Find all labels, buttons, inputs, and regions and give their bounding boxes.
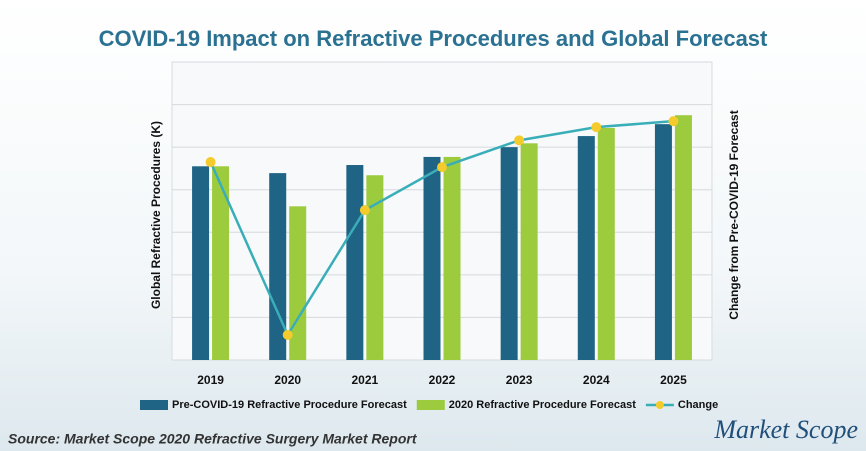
bar: [424, 157, 441, 360]
line-marker: [591, 122, 601, 132]
line-marker: [437, 162, 447, 172]
line-marker: [360, 205, 370, 215]
x-tick-label: 2022: [429, 373, 456, 387]
brand-logo: Market Scope: [713, 415, 858, 444]
legend-swatch: [417, 400, 445, 410]
bar: [521, 143, 538, 360]
y-axis-label: Global Refractive Procedures (K): [149, 121, 163, 309]
bar: [192, 166, 209, 360]
legend-label: Pre-COVID-19 Refractive Procedure Foreca…: [172, 399, 407, 411]
legend-label: Change: [678, 399, 718, 411]
legend-swatch: [656, 401, 664, 409]
x-tick-label: 2023: [506, 373, 533, 387]
bar: [675, 115, 692, 360]
line-marker: [283, 330, 293, 340]
bar: [598, 128, 615, 360]
line-marker: [514, 135, 524, 145]
x-tick-label: 2019: [197, 373, 224, 387]
bar: [578, 136, 595, 360]
x-tick-label: 2020: [274, 373, 301, 387]
source-note: Source: Market Scope 2020 Refractive Sur…: [8, 431, 418, 447]
bar: [346, 165, 363, 360]
bar: [444, 157, 461, 360]
plot-area: [172, 62, 712, 360]
page: {"chart_data": {"type": "bar", "title": …: [0, 0, 866, 451]
x-tick-label: 2021: [352, 373, 379, 387]
bar: [655, 124, 672, 360]
line-marker: [668, 116, 678, 126]
chart-title: COVID-19 Impact on Refractive Procedures…: [99, 26, 768, 51]
line-marker: [206, 157, 216, 167]
chart: COVID-19 Impact on Refractive Procedures…: [0, 0, 866, 451]
x-tick-label: 2024: [583, 373, 610, 387]
bar: [501, 147, 518, 360]
x-tick-label: 2025: [660, 373, 687, 387]
bar: [366, 175, 383, 360]
legend-swatch: [140, 400, 168, 410]
y2-axis-label: Change from Pre-COVID-19 Forecast: [727, 110, 741, 319]
legend-label: 2020 Refractive Procedure Forecast: [449, 399, 636, 411]
